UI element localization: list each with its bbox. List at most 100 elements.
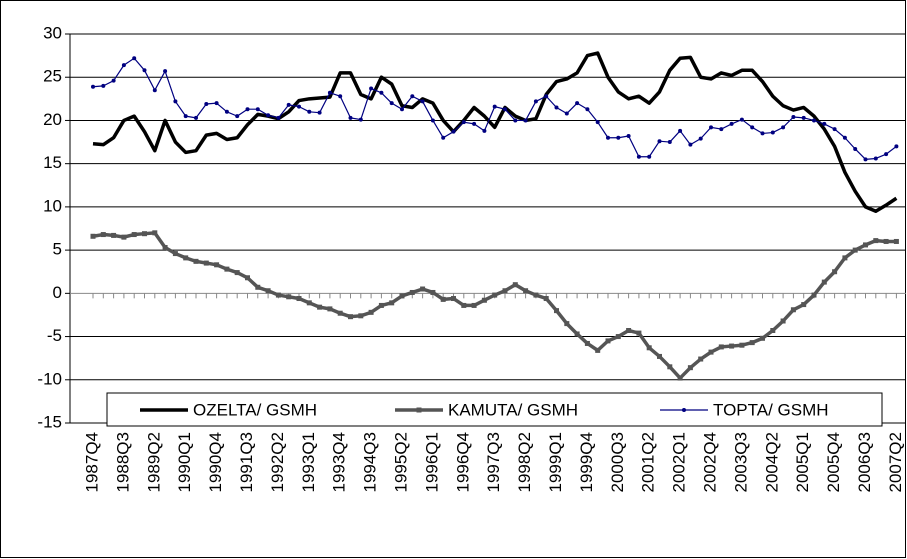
x-tick-label: 1995Q2 bbox=[391, 432, 410, 493]
point-marker bbox=[317, 304, 323, 310]
point-marker bbox=[502, 288, 508, 294]
point-marker bbox=[533, 292, 539, 298]
point-marker bbox=[739, 342, 745, 348]
point-marker bbox=[584, 340, 590, 346]
point-marker bbox=[142, 231, 147, 237]
x-tick-label: 1990Q4 bbox=[206, 432, 225, 493]
point-marker bbox=[678, 128, 683, 133]
point-marker bbox=[111, 78, 116, 83]
point-marker bbox=[791, 114, 796, 119]
point-marker bbox=[234, 270, 240, 276]
x-tick-label: 2004Q2 bbox=[762, 432, 781, 493]
point-marker bbox=[770, 328, 776, 334]
point-marker bbox=[471, 302, 477, 308]
point-marker bbox=[657, 139, 662, 144]
point-marker bbox=[420, 99, 425, 104]
point-marker bbox=[554, 105, 559, 110]
x-tick-label: 1988Q3 bbox=[113, 432, 132, 493]
x-tick-label: 1987Q4 bbox=[82, 432, 101, 493]
point-marker bbox=[575, 101, 580, 106]
point-marker bbox=[780, 318, 786, 324]
point-marker bbox=[719, 127, 724, 132]
x-tick-label: 1996Q1 bbox=[422, 432, 441, 493]
point-marker bbox=[90, 233, 96, 239]
y-tick-label: 15 bbox=[43, 153, 62, 172]
point-marker bbox=[307, 109, 312, 114]
x-tick-label: 2000Q3 bbox=[608, 432, 627, 493]
point-marker bbox=[646, 345, 652, 351]
point-marker bbox=[317, 110, 322, 115]
point-marker bbox=[121, 234, 127, 240]
x-tick-label: 1991Q3 bbox=[237, 432, 256, 493]
point-marker bbox=[574, 331, 580, 337]
x-tick-label: 1990Q1 bbox=[175, 432, 194, 493]
point-marker bbox=[533, 99, 538, 104]
x-tick-label: 1998Q2 bbox=[515, 432, 534, 493]
point-marker bbox=[451, 296, 456, 302]
point-marker bbox=[472, 121, 477, 126]
point-marker bbox=[204, 102, 209, 107]
point-marker bbox=[245, 107, 250, 112]
y-tick-label: 10 bbox=[43, 196, 62, 215]
point-marker bbox=[863, 157, 868, 162]
point-marker bbox=[183, 114, 188, 119]
point-marker bbox=[564, 321, 570, 327]
point-marker bbox=[852, 247, 858, 253]
point-marker bbox=[183, 255, 189, 261]
point-marker bbox=[595, 347, 601, 353]
point-marker bbox=[595, 120, 600, 125]
point-marker bbox=[348, 115, 353, 120]
point-marker bbox=[790, 307, 796, 313]
point-marker bbox=[605, 338, 611, 344]
point-marker bbox=[626, 328, 632, 334]
point-marker bbox=[801, 302, 807, 308]
point-marker bbox=[564, 111, 569, 116]
point-marker bbox=[718, 344, 724, 350]
point-marker bbox=[492, 104, 497, 109]
point-marker bbox=[255, 284, 261, 290]
x-tick-label: 1989Q2 bbox=[144, 432, 163, 493]
legend-box bbox=[106, 392, 883, 427]
x-tick-label: 2005Q1 bbox=[793, 432, 812, 493]
x-tick-label: 2007Q2 bbox=[886, 432, 905, 493]
point-marker bbox=[770, 130, 775, 135]
point-marker bbox=[503, 107, 507, 112]
point-marker bbox=[275, 292, 281, 298]
point-marker bbox=[698, 356, 704, 362]
point-marker bbox=[492, 292, 498, 298]
point-marker bbox=[482, 128, 487, 133]
point-marker bbox=[430, 289, 436, 295]
y-tick-label: -15 bbox=[37, 412, 62, 431]
point-marker bbox=[842, 135, 847, 140]
point-marker bbox=[327, 90, 332, 95]
y-tick-label: 20 bbox=[43, 110, 62, 129]
point-marker bbox=[286, 102, 291, 107]
point-marker bbox=[306, 300, 312, 306]
point-marker bbox=[873, 238, 879, 244]
point-marker bbox=[554, 308, 559, 314]
point-marker bbox=[358, 313, 364, 319]
point-marker bbox=[893, 238, 899, 244]
x-tick-label: 1994Q3 bbox=[361, 432, 380, 493]
point-marker bbox=[162, 245, 168, 251]
point-marker bbox=[832, 127, 837, 132]
point-marker bbox=[512, 282, 518, 288]
point-marker bbox=[863, 242, 868, 248]
point-marker bbox=[296, 296, 302, 302]
point-marker bbox=[379, 90, 384, 95]
point-marker bbox=[461, 302, 467, 308]
x-tick-label: 1999Q4 bbox=[577, 432, 596, 493]
x-tick-label: 1996Q4 bbox=[453, 432, 472, 493]
point-marker bbox=[513, 118, 518, 123]
point-marker bbox=[368, 309, 374, 315]
point-marker bbox=[698, 136, 703, 141]
point-marker bbox=[667, 140, 672, 145]
point-marker bbox=[131, 232, 137, 238]
point-marker bbox=[172, 251, 178, 257]
point-marker bbox=[214, 262, 220, 268]
point-marker bbox=[636, 330, 642, 336]
point-marker bbox=[173, 99, 178, 104]
x-tick-label: 1992Q2 bbox=[268, 432, 287, 493]
point-marker bbox=[409, 289, 415, 295]
